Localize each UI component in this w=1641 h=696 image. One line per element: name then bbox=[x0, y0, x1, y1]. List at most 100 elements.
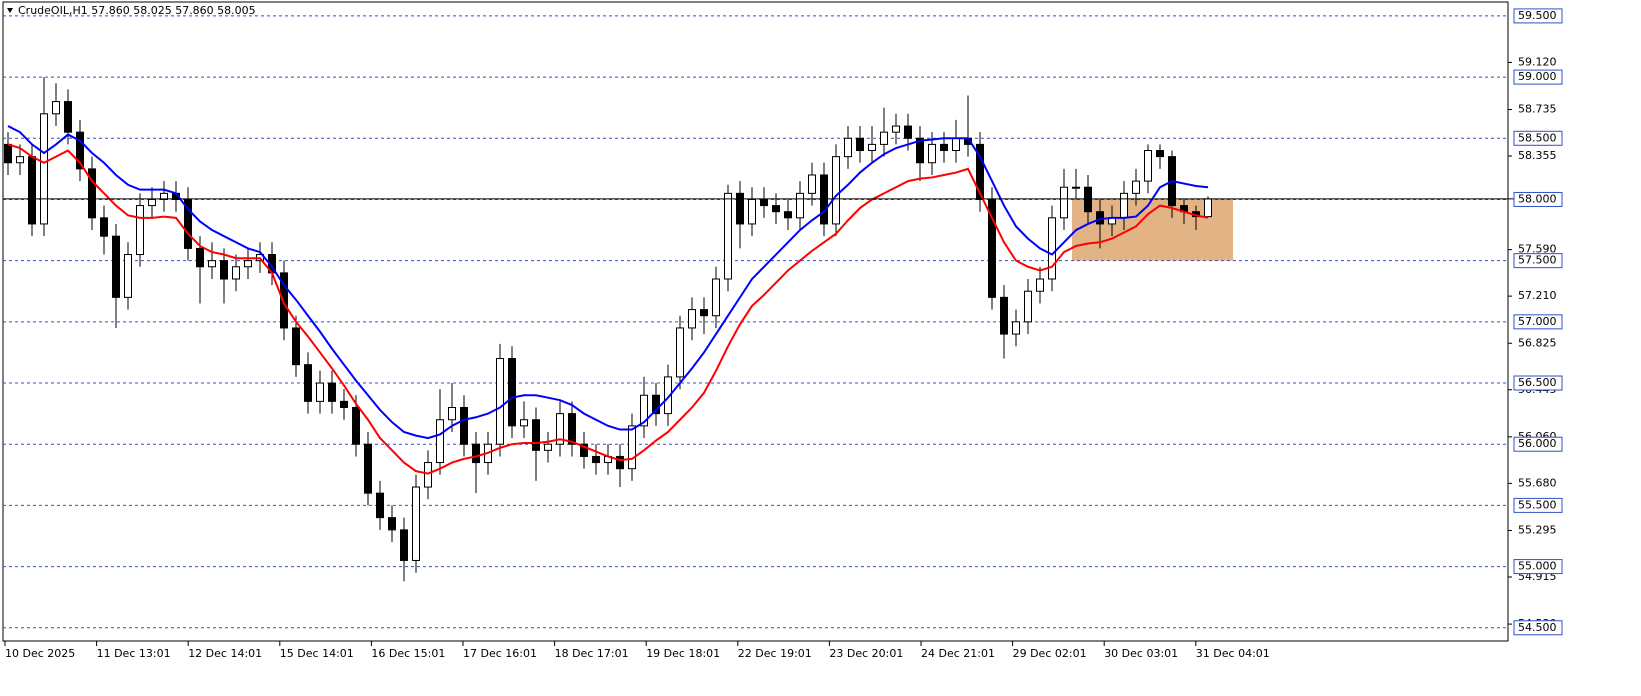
candle-body bbox=[232, 266, 240, 280]
y-tick-label: 55.295 bbox=[1518, 523, 1557, 536]
candle-body bbox=[16, 156, 24, 164]
candle-body bbox=[280, 272, 288, 329]
level-box bbox=[1513, 436, 1563, 452]
candle-body bbox=[196, 247, 204, 268]
x-tick-label: 24 Dec 21:01 bbox=[921, 647, 995, 660]
candle-body bbox=[400, 529, 408, 561]
level-box bbox=[1513, 314, 1563, 330]
level-label: 56.000 bbox=[1518, 437, 1557, 450]
level-box bbox=[1513, 253, 1563, 269]
level-box bbox=[1513, 375, 1563, 391]
axis-layer: 59.12058.73558.35557.59057.21056.82556.4… bbox=[4, 8, 1563, 660]
candle-body bbox=[856, 137, 864, 152]
level-box bbox=[1513, 191, 1563, 207]
x-tick-label: 31 Dec 04:01 bbox=[1196, 647, 1270, 660]
candle-body bbox=[64, 101, 72, 133]
candle-body bbox=[52, 101, 60, 115]
candle-body bbox=[1156, 150, 1164, 158]
level-label: 59.500 bbox=[1518, 9, 1557, 22]
y-tick-label: 56.825 bbox=[1518, 336, 1557, 349]
candle-body bbox=[1144, 150, 1152, 182]
candle-body bbox=[376, 492, 384, 519]
level-label: 55.000 bbox=[1518, 560, 1557, 573]
level-box bbox=[1513, 8, 1563, 24]
chart-title: CrudeOIL,H1 57.860 58.025 57.860 58.005 bbox=[18, 4, 256, 17]
candle-body bbox=[88, 168, 96, 219]
level-label: 56.500 bbox=[1518, 376, 1557, 389]
level-label: 59.000 bbox=[1518, 70, 1557, 83]
candle-body bbox=[1024, 290, 1032, 323]
level-box bbox=[1513, 559, 1563, 575]
candle-body bbox=[436, 419, 444, 464]
candle-body bbox=[952, 137, 960, 152]
candle-body bbox=[640, 394, 648, 427]
candle-body bbox=[688, 309, 696, 329]
lines-layer bbox=[3, 125, 1558, 475]
x-tick-label: 22 Dec 19:01 bbox=[738, 647, 812, 660]
candle-body bbox=[520, 419, 528, 427]
candle-body bbox=[208, 260, 216, 268]
candle-body bbox=[1048, 217, 1056, 280]
level-label: 58.000 bbox=[1518, 192, 1557, 205]
menu-arrow[interactable] bbox=[7, 8, 13, 13]
candle-body bbox=[316, 382, 324, 402]
candle-body bbox=[808, 174, 816, 194]
candles-layer bbox=[4, 77, 1212, 582]
candle-body bbox=[976, 143, 984, 200]
candle-body bbox=[844, 137, 852, 158]
x-tick-label: 12 Dec 14:01 bbox=[188, 647, 262, 660]
candle-body bbox=[184, 198, 192, 249]
x-tick-label: 30 Dec 03:01 bbox=[1104, 647, 1178, 660]
candle-body bbox=[772, 205, 780, 213]
candle-body bbox=[700, 309, 708, 317]
y-tick-label: 58.355 bbox=[1518, 149, 1557, 162]
candle-body bbox=[712, 278, 720, 317]
candle-body bbox=[676, 327, 684, 378]
candle-body bbox=[724, 192, 732, 280]
candle-body bbox=[784, 211, 792, 219]
candle-body bbox=[28, 156, 36, 225]
candle-body bbox=[220, 260, 228, 280]
x-tick-label: 18 Dec 17:01 bbox=[555, 647, 629, 660]
candle-body bbox=[592, 455, 600, 464]
candle-body bbox=[352, 406, 360, 445]
candle-body bbox=[652, 394, 660, 415]
y-tick-label: 57.590 bbox=[1518, 243, 1557, 256]
candle-body bbox=[1204, 198, 1212, 218]
candle-body bbox=[328, 382, 336, 402]
candle-body bbox=[136, 205, 144, 256]
level-box bbox=[1513, 497, 1563, 513]
candle-body bbox=[796, 192, 804, 219]
candle-body bbox=[928, 143, 936, 164]
candle-body bbox=[556, 413, 564, 445]
candle-body bbox=[244, 260, 252, 268]
candle-body bbox=[304, 364, 312, 402]
candle-body bbox=[532, 419, 540, 451]
candle-body bbox=[1012, 321, 1020, 335]
level-label: 58.500 bbox=[1518, 131, 1557, 144]
candle-body bbox=[388, 517, 396, 531]
x-tick-label: 11 Dec 13:01 bbox=[97, 647, 171, 660]
candle-body bbox=[4, 143, 12, 164]
candle-body bbox=[988, 198, 996, 298]
candle-body bbox=[424, 462, 432, 488]
y-tick-label: 58.735 bbox=[1518, 103, 1557, 116]
candle-body bbox=[736, 192, 744, 225]
level-label: 55.500 bbox=[1518, 498, 1557, 511]
candle-body bbox=[1036, 278, 1044, 292]
x-tick-label: 17 Dec 16:01 bbox=[463, 647, 537, 660]
candle-body bbox=[124, 254, 132, 298]
x-tick-label: 10 Dec 2025 bbox=[5, 647, 75, 660]
candle-body bbox=[616, 455, 624, 470]
candle-body bbox=[148, 198, 156, 207]
level-box bbox=[1513, 69, 1563, 85]
candle-body bbox=[460, 406, 468, 445]
candle-body bbox=[880, 131, 888, 145]
x-tick-label: 15 Dec 14:01 bbox=[280, 647, 354, 660]
candle-body bbox=[1060, 186, 1068, 219]
candle-body bbox=[580, 443, 588, 457]
candle-body bbox=[160, 192, 168, 200]
candle-body bbox=[100, 217, 108, 237]
candle-body bbox=[820, 174, 828, 225]
candle-body bbox=[472, 443, 480, 464]
